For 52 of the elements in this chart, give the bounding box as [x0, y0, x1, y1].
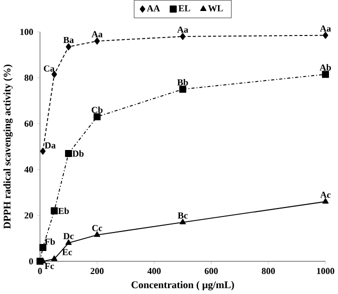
point — [50, 207, 58, 214]
annotation: Aa — [177, 26, 188, 33]
point — [94, 113, 101, 120]
annotation: Cc — [92, 225, 102, 232]
point — [65, 150, 72, 158]
point — [94, 38, 100, 45]
annotation: Fc — [44, 263, 54, 270]
point — [180, 218, 186, 224]
annotation: Eb — [58, 208, 69, 214]
y-tick-label: 100 — [20, 28, 34, 36]
point — [65, 240, 72, 246]
x-tick-label: 1000 — [317, 268, 334, 274]
x-tick-label: 200 — [90, 268, 104, 274]
y-tick-label: 80 — [24, 74, 34, 81]
annotation: Bc — [178, 212, 188, 219]
point — [322, 198, 329, 204]
legend-label: WL — [208, 5, 223, 12]
x-tick-label: 0 — [38, 268, 42, 274]
point — [40, 148, 46, 155]
annotation: Fb — [44, 238, 55, 245]
annotation: Cb — [92, 106, 103, 114]
point — [51, 256, 58, 262]
point — [179, 86, 186, 93]
y-tick-label: 40 — [24, 166, 34, 173]
annotation: Dc — [63, 233, 74, 240]
legend-label: EL — [178, 5, 190, 12]
annotation: Ec — [62, 249, 72, 256]
annotation: Aa — [320, 26, 331, 32]
legend-label: AA — [146, 5, 160, 12]
point — [66, 43, 72, 50]
x-tick-label: 600 — [204, 268, 218, 274]
annotation: Ac — [320, 192, 331, 198]
y-tick-label: 20 — [24, 212, 34, 219]
annotation: Db — [72, 150, 84, 157]
x-tick-label: 400 — [147, 268, 161, 274]
point — [322, 32, 328, 39]
annotation: Ca — [44, 66, 54, 72]
x-axis-title: Concentration ( μg/mL) — [132, 281, 234, 290]
point — [39, 244, 46, 252]
x-tick-label: 800 — [262, 268, 275, 274]
y-tick-label: 0 — [29, 258, 34, 264]
point — [322, 70, 329, 78]
y-axis-title: DPPH radical scavenging activity (%) — [3, 64, 13, 229]
annotation: Ab — [320, 64, 331, 71]
point — [94, 232, 100, 238]
y-tick-label: 60 — [24, 120, 34, 127]
point — [52, 70, 58, 78]
annotation: Ba — [63, 37, 74, 44]
annotation: Aa — [92, 31, 103, 38]
annotation: Da — [44, 142, 56, 149]
point — [180, 33, 186, 40]
annotation: Bb — [177, 79, 188, 86]
